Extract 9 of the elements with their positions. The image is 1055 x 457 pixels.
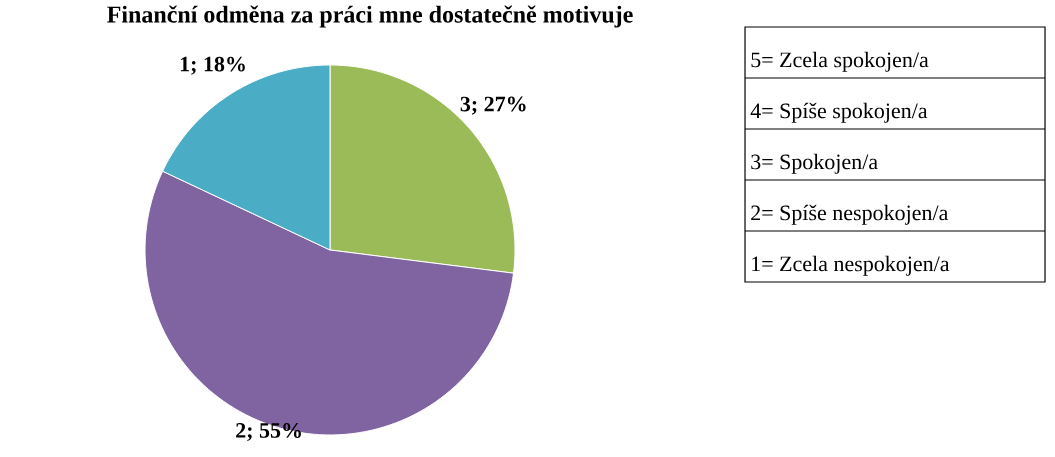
slice-label: 2; 55%	[236, 422, 301, 441]
text: 4= Spíše spokojen/a	[750, 102, 928, 123]
chart-title: Finanční odměna za práci mne dostatečně motivuje	[107, 5, 633, 28]
slice-label: 3; 27%	[460, 96, 526, 115]
text: 2= Spíše nespokojen/a	[751, 204, 949, 225]
text: 1= Zcela nespokojen/a	[752, 255, 950, 276]
text: 3= Spokojen/a	[751, 153, 878, 174]
text: 5= Zcela spokojen/a	[751, 51, 929, 72]
slice-label: 1; 18%	[180, 56, 245, 75]
